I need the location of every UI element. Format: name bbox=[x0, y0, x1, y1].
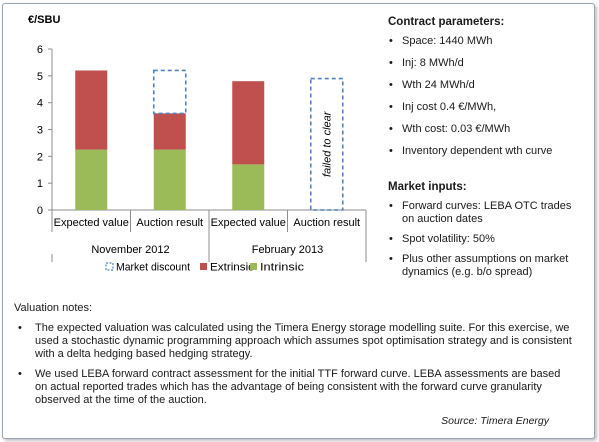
market-item: Plus other assumptions on market dynamic… bbox=[388, 253, 578, 279]
y-tick-label: 2 bbox=[37, 151, 43, 163]
annotation-label: failed to clear bbox=[322, 110, 334, 177]
legend-swatch bbox=[250, 263, 257, 270]
failed-to-clear-box bbox=[309, 77, 344, 211]
market-item: Forward curves: LEBA OTC trades on aucti… bbox=[388, 200, 578, 226]
contract-item: Wth 24 MWh/d bbox=[388, 79, 588, 92]
bar-segment-intrinsic bbox=[232, 164, 265, 210]
y-tick-label: 6 bbox=[37, 44, 43, 56]
x-tick-label: Expected value bbox=[211, 217, 286, 229]
note-item: We used LEBA forward contract assessment… bbox=[14, 368, 574, 407]
source-credit: Source: Timera Energy bbox=[441, 415, 549, 427]
legend-swatch bbox=[105, 262, 114, 271]
valuation-notes-title: Valuation notes: bbox=[14, 302, 93, 314]
legend-swatch bbox=[200, 263, 207, 270]
bar-segment-extrinsic bbox=[232, 81, 265, 165]
y-tick-label: 5 bbox=[37, 71, 43, 83]
x-tick-label: Expected value bbox=[54, 217, 129, 229]
x-tick-label: Auction result bbox=[136, 217, 203, 229]
contract-item: Space: 1440 MWh bbox=[388, 35, 588, 48]
contract-item: Inj cost 0.4 €/MWh, bbox=[388, 101, 588, 114]
y-tick-label: 4 bbox=[37, 98, 43, 110]
bar-segment-intrinsic bbox=[153, 149, 186, 210]
bar-segment-extrinsic bbox=[153, 113, 186, 150]
y-axis-label: €/SBU bbox=[28, 14, 60, 26]
contract-item: Inj: 8 MWh/d bbox=[388, 57, 588, 70]
y-tick-label: 1 bbox=[37, 178, 43, 190]
legend-label: Intrinsic bbox=[260, 262, 305, 274]
contract-item: Inventory dependent wth curve bbox=[388, 145, 588, 158]
x-group-label: February 2013 bbox=[252, 244, 324, 256]
y-tick-label: 0 bbox=[37, 205, 43, 217]
bar-segment-market-discount bbox=[152, 69, 187, 115]
note-item: The expected valuation was calculated us… bbox=[14, 322, 574, 361]
y-tick-label: 3 bbox=[37, 125, 43, 137]
market-item: Spot volatility: 50% bbox=[388, 233, 578, 246]
bar-segment-extrinsic bbox=[75, 70, 108, 150]
x-group-label: November 2012 bbox=[91, 244, 169, 256]
market-inputs: Market inputs: Forward curves: LEBA OTC … bbox=[388, 181, 578, 286]
contract-parameters: Contract parameters: Space: 1440 MWh Inj… bbox=[388, 16, 588, 167]
legend-label: Extrinsic bbox=[210, 262, 255, 274]
stacked-bar-chart: €/SBU 0 1 2 3 4 5 6 Expected value Auction resul… bbox=[28, 14, 367, 274]
bar-segment-intrinsic bbox=[75, 149, 108, 210]
market-inputs-title: Market inputs: bbox=[388, 181, 467, 193]
contract-item: Wth cost: 0.03 €/MWh bbox=[388, 123, 588, 136]
legend-label: Market discount bbox=[116, 262, 190, 274]
valuation-notes: Valuation notes: The expected valuation … bbox=[14, 302, 574, 414]
x-tick-label: Auction result bbox=[293, 217, 360, 229]
contract-parameters-title: Contract parameters: bbox=[388, 16, 505, 28]
